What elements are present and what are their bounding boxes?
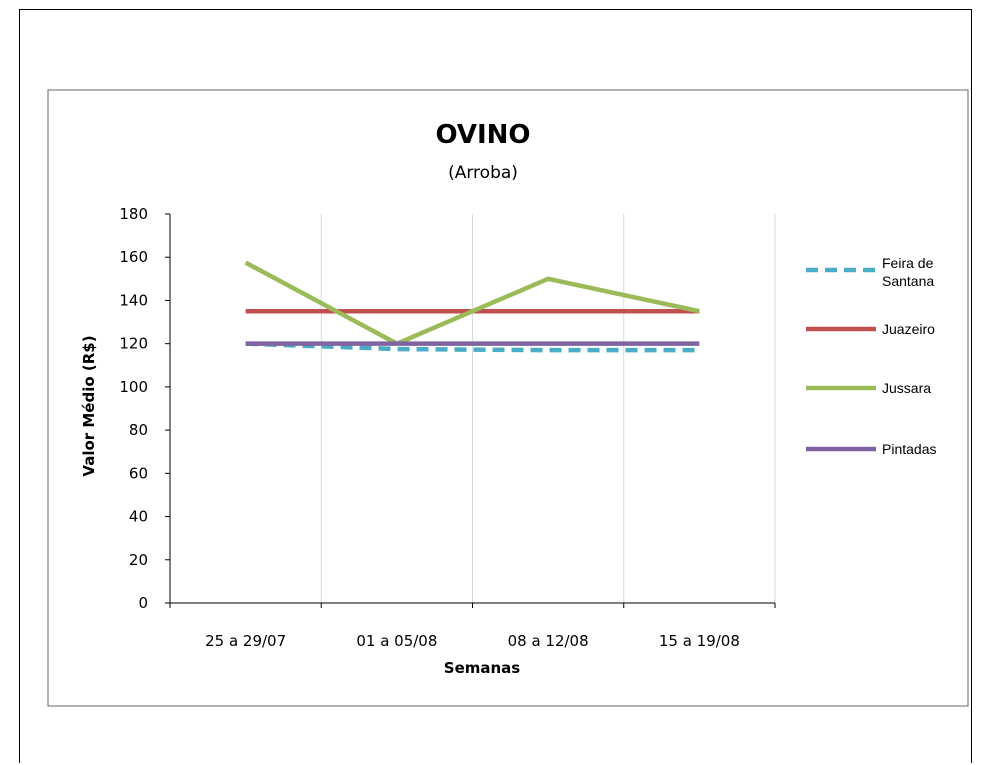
grid-lines [320,214,776,603]
y-tick-label: 140 [119,291,148,309]
series-lines [244,260,700,353]
y-tick-label: 120 [119,335,148,353]
x-tick-label: 01 a 05/08 [356,632,437,650]
y-tick-label: 100 [119,378,148,396]
y-tick-label: 180 [119,205,148,223]
x-tick-label: 15 a 19/08 [659,632,740,650]
x-tick-label: 08 a 12/08 [508,632,589,650]
y-tick-label: 0 [138,594,148,612]
y-tick-label: 20 [129,551,148,569]
chart-title: OVINO [435,120,530,150]
y-axis-title: Valor Médio (R$) [80,335,98,476]
y-tick-label: 40 [129,508,148,526]
axes [165,213,776,608]
x-axis-title: Semanas [444,659,521,677]
chart-subtitle: (Arroba) [448,163,518,183]
legend-label: Santana [882,273,934,289]
y-tick-label: 60 [129,464,148,482]
legend-label: Feira de [882,255,934,271]
x-tick-labels: 25 a 29/07 01 a 05/08 08 a 12/08 15 a 19/08 [205,632,740,650]
legend-label: Jussara [882,380,931,396]
x-tick-label: 25 a 29/07 [205,632,286,650]
legend-label: Juazeiro [882,321,935,337]
y-tick-labels: 0 20 40 60 80 100 120 140 160 180 [119,205,148,612]
legend: Feira de Santana Juazeiro Jussara Pintadas [806,255,936,457]
series-line-jussara [244,260,700,346]
page-frame [19,9,972,763]
y-tick-label: 80 [129,421,148,439]
y-tick-label: 160 [119,248,148,266]
legend-label: Pintadas [882,441,936,457]
